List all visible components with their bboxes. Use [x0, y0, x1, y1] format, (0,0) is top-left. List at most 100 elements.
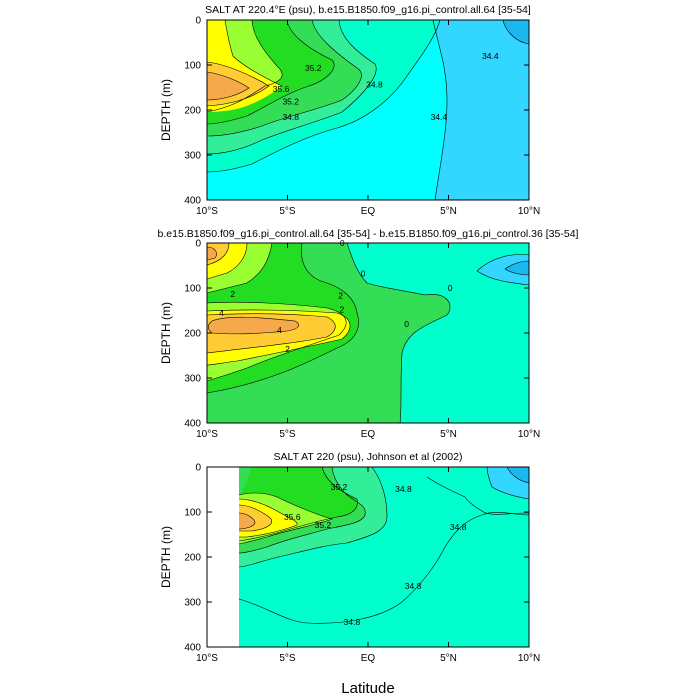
panel-3-no-data-area — [207, 467, 239, 647]
panel-3-y-tick-label: 100 — [184, 508, 201, 519]
panel-3-fill-freshest — [507, 467, 529, 483]
panel-3-contour-line — [486, 466, 530, 500]
panel-2-contour-line — [206, 242, 359, 394]
panel-3-contour-lines — [238, 466, 530, 624]
panel-2-contour-line — [206, 242, 351, 366]
panel-2-x-tick-label: 10°N — [518, 429, 540, 440]
panel-3-x-tick-label: 10°N — [518, 653, 540, 664]
panel-2-contour-line — [206, 242, 347, 382]
panel-3-fill-orange — [239, 513, 255, 529]
panel-2-y-tick-label: 0 — [195, 239, 201, 250]
panel-1-contour-line — [206, 71, 250, 101]
panel-1-y-tick-label: 300 — [184, 151, 201, 162]
panel-1-contour-label: 34.8 — [366, 79, 383, 89]
panel-1-contour-labels: 35.2 35.6 35.2 34.8 34.8 34.4 34.4 — [273, 51, 499, 122]
panel-2-contour-line — [504, 260, 530, 276]
panel-1-contour-line — [224, 19, 283, 87]
panel-3-contour-line — [426, 476, 530, 515]
panel-2-title: b.e15.B1850.f09_g16.pi_control.all.64 [3… — [158, 228, 579, 240]
panel-1-y-tick-label: 100 — [184, 61, 201, 72]
panel-2-contour-lines — [206, 242, 530, 424]
panel-2-x-tick-label: 10°S — [196, 429, 218, 440]
panel-3-y-tick-label: 400 — [184, 643, 201, 654]
panel-2-contour-label: 2 — [338, 291, 343, 301]
panel-1-contour-line — [502, 19, 530, 45]
panel-2-x-tick-label: 5°S — [279, 429, 296, 440]
panel-1-contour-label: 34.4 — [482, 51, 499, 61]
panel-3-contour-line — [238, 492, 333, 545]
panel-1-contour-label: 35.2 — [305, 63, 322, 73]
panel-1-x-tick-label: 10°N — [518, 206, 540, 217]
panel-1-ticks: 10°S 5°S EQ 5°N 10°N 0 100 200 300 400 — [184, 16, 540, 218]
panel-3-contour-label: 35.2 — [331, 482, 348, 492]
panel-1-contour-line — [206, 61, 270, 107]
panel-2-contour-label: 0 — [448, 283, 453, 293]
panel-2-contour-label: 2 — [230, 289, 235, 299]
panel-2-x-tick-label: EQ — [361, 429, 376, 440]
panel-1-title: SALT AT 220.4°E (psu), b.e15.B1850.f09_g… — [205, 4, 531, 16]
panel-2-contour-line — [476, 254, 530, 286]
panel-3-y-tick-label: 200 — [184, 553, 201, 564]
panel-3-x-tick-label: 10°S — [196, 653, 218, 664]
panel-1-contour-line — [206, 19, 283, 113]
panel-1: 35.2 35.6 35.2 34.8 34.8 34.4 34.4 10°S 5°S EQ 5°… — [184, 16, 540, 218]
panel-2-contour-label: 0 — [404, 319, 409, 329]
panel-1-contour-label: 35.6 — [273, 84, 290, 94]
panel-3-y-tick-label: 300 — [184, 598, 201, 609]
panel-2-y-axis-label: DEPTH (m) — [159, 302, 173, 364]
panel-3-contour-label: 34.8 — [450, 522, 467, 532]
panel-2-contour-label: 4 — [277, 325, 282, 335]
panel-1-y-tick-label: 400 — [184, 196, 201, 207]
x-axis-label: Latitude — [341, 680, 394, 697]
panel-1-x-tick-label: 10°S — [196, 206, 218, 217]
panel-1-fill-fresh-east — [433, 20, 529, 200]
panel-3-title: SALT AT 220 (psu), Johnson et al (2002) — [274, 451, 463, 463]
panel-1-y-axis-label: DEPTH (m) — [159, 79, 173, 141]
panel-3-contour-line — [238, 466, 388, 568]
panel-2-contour-label: .2 — [337, 305, 344, 315]
panel-2-contour-fill — [207, 243, 529, 423]
panel-2-contour-label: 4 — [219, 308, 224, 318]
panel-3-contour-label: 35.6 — [284, 512, 301, 522]
panel-3-contour-line — [238, 512, 256, 530]
panel-3-contour-label: 34.8 — [344, 617, 361, 627]
panel-2-y-tick-label: 100 — [184, 284, 201, 295]
panel-3-contour-label: 34.8 — [395, 484, 412, 494]
panel-2-contour-label: 2 — [285, 344, 290, 354]
panel-2-y-tick-label: 400 — [184, 419, 201, 430]
panel-1-contour-lines — [206, 19, 530, 201]
panel-3-x-tick-label: 5°N — [440, 653, 457, 664]
panel-1-y-tick-label: 200 — [184, 106, 201, 117]
panel-1-fill-orange — [207, 72, 249, 100]
panel-3-ticks: 10°S 5°S EQ 5°N 10°N 0 100 200 300 400 — [184, 463, 540, 665]
panel-2-contour-label: 0 — [361, 269, 366, 279]
panel-1-contour-line — [206, 19, 377, 155]
panel-1-contour-label: 34.4 — [431, 112, 448, 122]
panel-3-contour-label: 34.8 — [405, 581, 422, 591]
panel-1-x-tick-label: EQ — [361, 206, 376, 217]
panel-3-x-tick-label: 5°S — [279, 653, 296, 664]
panel-1-contour-label: 34.8 — [282, 112, 299, 122]
panel-3-contour-label: 35.2 — [315, 520, 332, 530]
panel-3: 35.2 35.6 35.2 34.8 34.8 34.8 34.8 10°S 5°S EQ 5°… — [184, 463, 540, 665]
panel-3-contour-line — [238, 466, 358, 542]
panel-2-ticks: 10°S 5°S EQ 5°N 10°N 0 100 2 0 0 300 400 — [184, 239, 540, 441]
panel-3-contour-labels: 35.2 35.6 35.2 34.8 34.8 34.8 34.8 — [284, 482, 467, 627]
panel-1-contour-line — [206, 19, 362, 137]
panel-3-contour-line — [506, 466, 530, 484]
panel-2-fill-negative-core — [505, 261, 529, 275]
panel-1-contour-line — [206, 19, 441, 173]
panel-2-contour-line — [206, 246, 300, 335]
panel-3-contour-line — [238, 504, 273, 532]
panel-3-contour-fill — [207, 467, 529, 647]
panel-2-y-tick-label: 300 — [184, 374, 201, 385]
panel-2-x-tick-label: 5°N — [440, 429, 457, 440]
panel-3-y-tick-label: 0 — [195, 463, 201, 474]
panel-3-contour-line — [238, 498, 298, 538]
panel-1-y-tick-label: 0 — [195, 16, 201, 27]
panel-3-contour-line — [238, 512, 530, 624]
panel-1-contour-line — [432, 19, 448, 201]
panel-1-fill-freshest — [503, 20, 529, 44]
